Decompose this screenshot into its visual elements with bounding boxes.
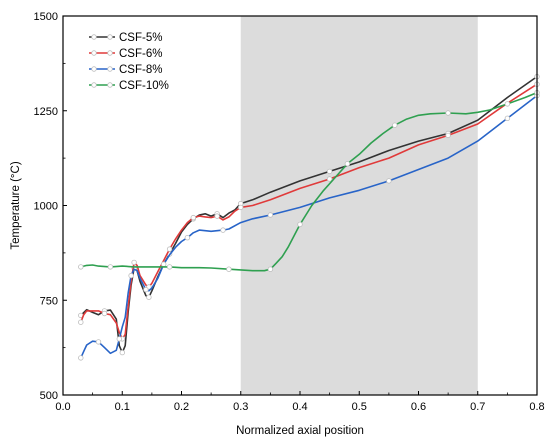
- data-point: [78, 355, 84, 361]
- data-point: [131, 259, 137, 266]
- series-line: [80, 75, 538, 354]
- legend-item: CSF-10%: [89, 80, 169, 92]
- legend-item: CSF-6%: [89, 48, 162, 60]
- legend-item: CSF-8%: [89, 64, 162, 76]
- legend-marker: [107, 50, 113, 56]
- shaded-region: [240, 16, 478, 395]
- data-point: [78, 319, 84, 325]
- data-point: [392, 122, 398, 128]
- data-point: [226, 266, 232, 272]
- x-tick-label: 0.7: [470, 401, 485, 413]
- series-line: [80, 94, 538, 359]
- x-tick-label: 0.6: [411, 401, 426, 413]
- data-point: [214, 213, 220, 219]
- data-point: [386, 178, 392, 184]
- data-point: [143, 286, 149, 293]
- data-point: [237, 204, 244, 211]
- data-point: [326, 168, 333, 175]
- data-point: [78, 264, 84, 270]
- x-tick-label: 0.4: [292, 401, 307, 413]
- data-point: [267, 212, 274, 218]
- legend-label: CSF-5%: [119, 32, 162, 44]
- legend-marker: [91, 82, 97, 88]
- legend-marker: [91, 66, 97, 72]
- data-point: [128, 272, 134, 279]
- x-tick-label: 0.8: [529, 401, 544, 413]
- data-point: [95, 339, 102, 345]
- plot-frame: [62, 15, 538, 396]
- legend-marker: [107, 66, 113, 72]
- y-tick-label: 1500: [34, 11, 58, 23]
- data-point: [166, 246, 173, 252]
- data-point: [504, 101, 511, 107]
- data-point: [146, 294, 152, 300]
- data-point: [119, 349, 125, 356]
- y-tick-label: 750: [40, 295, 58, 307]
- data-point: [190, 214, 196, 221]
- x-tick-label: 0.3: [233, 401, 248, 413]
- data-point: [445, 132, 451, 139]
- data-point: [107, 264, 114, 270]
- data-point: [220, 227, 226, 233]
- series-line: [80, 91, 538, 272]
- data-point: [326, 176, 333, 182]
- y-tick-label: 1250: [34, 106, 58, 118]
- data-point: [116, 336, 122, 342]
- data-point: [504, 115, 511, 121]
- series-layer: [78, 73, 540, 361]
- legend-item: CSF-5%: [89, 32, 162, 44]
- data-point: [166, 264, 173, 270]
- data-point: [267, 266, 274, 272]
- data-point: [101, 310, 108, 317]
- y-tick-label: 500: [40, 390, 58, 402]
- legend-marker: [107, 34, 113, 40]
- x-tick-label: 0.1: [115, 401, 130, 413]
- x-tick-label: 0.5: [352, 401, 367, 413]
- legend-label: CSF-10%: [119, 80, 169, 92]
- legend-marker: [91, 34, 97, 40]
- legend-marker: [91, 50, 97, 56]
- legend-label: CSF-6%: [119, 48, 162, 60]
- legend: CSF-5% CSF-6% CSF-8% CSF-10%: [89, 32, 169, 92]
- x-tick-label: 0.0: [55, 401, 70, 413]
- data-point: [445, 110, 451, 116]
- data-point: [297, 221, 303, 228]
- x-tick-label: 0.2: [174, 401, 189, 413]
- data-point: [160, 261, 167, 267]
- series-csf-8-: [78, 92, 540, 361]
- legend-marker: [107, 82, 113, 88]
- legend-label: CSF-8%: [119, 64, 162, 76]
- y-tick-label: 1000: [34, 201, 58, 213]
- x-axis-title: Normalized axial position: [236, 425, 364, 437]
- data-point: [184, 234, 191, 241]
- data-point: [344, 161, 351, 167]
- y-axis-title: Temperature (°C): [10, 161, 22, 249]
